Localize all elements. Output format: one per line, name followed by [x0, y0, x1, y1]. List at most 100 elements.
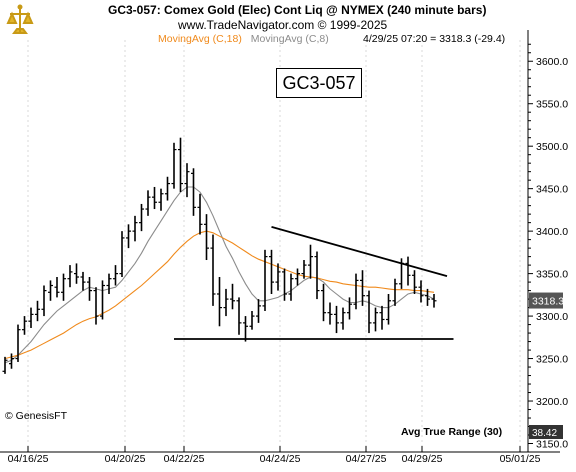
x-tick-label: 04/24/25	[260, 453, 301, 465]
y-tick-label: 3350.0	[536, 269, 568, 281]
price-tags: 3318.3 38.42	[529, 292, 564, 439]
y-tick-label: 3200.0	[536, 396, 568, 408]
price-bar	[236, 297, 242, 335]
price-bar	[392, 278, 398, 306]
price-bar	[165, 176, 170, 201]
price-bar	[80, 271, 86, 291]
y-tick-label: 3600.0	[536, 56, 568, 68]
price-bar	[366, 290, 372, 334]
y-tick-label: 3250.0	[536, 354, 568, 366]
price-bar	[28, 307, 34, 328]
price-bar	[308, 244, 313, 279]
trendline	[271, 226, 448, 278]
price-bar	[405, 256, 411, 286]
grid-lines	[27, 40, 521, 452]
price-bar	[262, 249, 268, 311]
price-bar	[256, 299, 261, 323]
trendlines	[174, 226, 454, 340]
price-bar	[249, 310, 255, 330]
price-bar	[204, 214, 209, 261]
price-bar	[217, 277, 222, 327]
price-bar	[106, 273, 112, 294]
y-tick-label: 3150.0	[536, 439, 568, 451]
genesis-copyright: © GenesisFT	[5, 410, 68, 422]
y-tick-label: 3400.0	[536, 226, 568, 238]
price-bar	[314, 251, 320, 300]
price-bar	[184, 163, 190, 198]
y-tick-label: 3500.0	[536, 141, 568, 153]
price-bar	[223, 288, 229, 317]
price-bar	[412, 270, 417, 294]
price-bar	[178, 137, 183, 193]
price-bar	[321, 283, 326, 322]
atr-label: Avg True Range (30)	[401, 426, 503, 438]
price-bar	[41, 285, 47, 317]
price-bar	[327, 302, 333, 325]
price-bar	[373, 307, 378, 332]
y-tick-label: 3450.0	[536, 184, 568, 196]
price-bar	[35, 300, 40, 322]
price-bar	[386, 293, 391, 325]
price-bar	[139, 203, 144, 232]
atr-tag-bg	[529, 425, 563, 439]
symbol-label: GC3-057	[276, 68, 362, 98]
ma18-label: MovingAvg (C,18)	[158, 33, 242, 45]
price-bar	[61, 273, 66, 301]
price-bar	[54, 277, 60, 298]
price-bar	[347, 297, 352, 320]
y-tick-label: 3550.0	[536, 99, 568, 111]
price-bar	[379, 305, 385, 330]
y-tick-label: 3300.0	[536, 311, 568, 323]
price-bar	[353, 273, 359, 310]
price-bar	[431, 293, 437, 308]
price-bar	[340, 307, 346, 330]
price-bar	[22, 316, 27, 335]
price-bar	[243, 316, 248, 342]
price-bar	[425, 288, 430, 306]
price-bar	[67, 265, 73, 288]
price-bar	[132, 215, 138, 242]
price-bar	[74, 263, 79, 284]
price-bar	[152, 186, 157, 210]
moving-avg-legend: MovingAvg (C,18) MovingAvg (C,8)	[158, 33, 329, 45]
price-bar	[15, 324, 21, 362]
price-bar	[295, 268, 300, 286]
last-price-tag-text: 3318.3	[532, 296, 564, 308]
atr-tag-text: 38.42	[532, 428, 557, 439]
x-tick-label: 04/27/25	[346, 453, 387, 465]
last-quote: 4/29/25 07:20 = 3318.3 (-29.4)	[363, 33, 506, 45]
x-tick-label: 04/20/25	[105, 453, 146, 465]
price-bar	[113, 265, 118, 286]
price-bar	[334, 305, 339, 334]
price-bar	[301, 260, 307, 279]
price-bar	[158, 188, 164, 211]
price-bar	[360, 270, 365, 306]
last-price-tag-bg	[529, 292, 563, 309]
price-bar	[282, 268, 287, 301]
x-tick-label: 05/01/25	[500, 453, 541, 465]
x-tick-label: 04/22/25	[164, 453, 205, 465]
x-tick-label: 04/29/25	[402, 453, 443, 465]
price-bar	[48, 280, 53, 301]
price-bar	[100, 280, 105, 320]
price-bar	[171, 142, 177, 189]
price-bar	[9, 353, 14, 369]
chart-title: GC3-057: Comex Gold (Elec) Cont Liq @ NY…	[108, 3, 487, 17]
price-bar	[275, 263, 281, 291]
ma8-label: MovingAvg (C,8)	[250, 33, 329, 45]
price-axis: 3150.0 3200.0 3250.0 3300.0 3350.0 3400.0 3450…	[0, 30, 568, 453]
price-bar	[126, 224, 131, 249]
price-bar	[119, 231, 125, 278]
price-bar	[191, 168, 196, 216]
price-bar	[418, 280, 424, 303]
time-axis: 04/16/25 04/20/25 04/22/25 04/24/25 04/27/25…	[8, 446, 541, 465]
copyright-line: www.TradeNavigator.com © 1999-2025	[178, 18, 388, 32]
price-bar	[2, 356, 8, 374]
price-bar	[210, 234, 216, 306]
price-bar	[269, 249, 274, 294]
x-tick-label: 04/16/25	[8, 453, 49, 465]
price-bars	[2, 137, 437, 374]
price-bar	[288, 273, 294, 301]
